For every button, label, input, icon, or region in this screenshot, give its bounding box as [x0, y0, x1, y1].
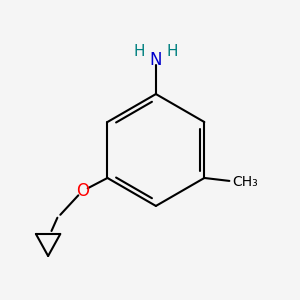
Text: H: H	[166, 44, 178, 59]
Text: CH₃: CH₃	[232, 176, 258, 189]
Text: N: N	[150, 51, 162, 69]
Text: H: H	[134, 44, 146, 59]
Text: O: O	[76, 182, 89, 200]
